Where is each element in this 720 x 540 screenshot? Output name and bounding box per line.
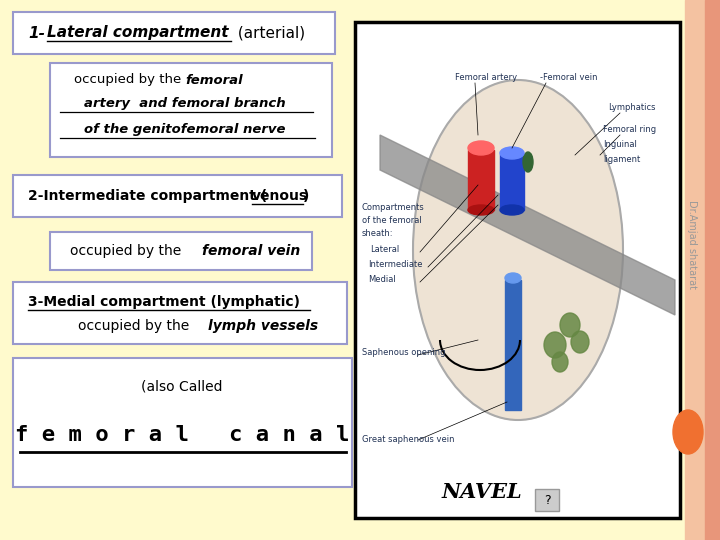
Text: 3-Medial compartment (lymphatic): 3-Medial compartment (lymphatic): [28, 295, 300, 309]
Text: occupied by the: occupied by the: [78, 319, 194, 333]
Ellipse shape: [560, 313, 580, 337]
Text: Lymphatics: Lymphatics: [608, 103, 655, 112]
Ellipse shape: [552, 352, 568, 372]
Text: Saphenous opening: Saphenous opening: [362, 348, 446, 357]
Text: artery  and femoral branch: artery and femoral branch: [84, 98, 286, 111]
Ellipse shape: [544, 332, 566, 358]
Text: Intermediate: Intermediate: [368, 260, 423, 269]
FancyBboxPatch shape: [50, 232, 312, 270]
Ellipse shape: [571, 331, 589, 353]
Text: f e m o r a l   c a n a l: f e m o r a l c a n a l: [15, 425, 349, 445]
Bar: [505, 280, 521, 410]
Text: occupied by the: occupied by the: [70, 244, 186, 258]
Text: NAVEL: NAVEL: [441, 482, 522, 502]
Text: of the femoral: of the femoral: [362, 216, 422, 225]
Text: femoral: femoral: [185, 73, 243, 86]
Ellipse shape: [505, 273, 521, 283]
Text: lymph vessels: lymph vessels: [208, 319, 318, 333]
Text: Inguinal: Inguinal: [603, 140, 637, 149]
Text: femoral vein: femoral vein: [202, 244, 300, 258]
FancyBboxPatch shape: [50, 63, 332, 157]
FancyBboxPatch shape: [535, 489, 559, 511]
Text: ?: ?: [544, 494, 550, 507]
Text: (also Called: (also Called: [141, 380, 222, 394]
FancyBboxPatch shape: [13, 358, 352, 487]
Ellipse shape: [500, 147, 524, 159]
Ellipse shape: [468, 205, 494, 215]
Bar: [500, 154, 524, 210]
Text: sheath:: sheath:: [362, 229, 394, 238]
Bar: [685, 0, 705, 540]
Ellipse shape: [468, 141, 494, 155]
Bar: [705, 0, 720, 540]
Bar: [468, 150, 494, 210]
Text: ): ): [303, 189, 310, 203]
Ellipse shape: [523, 152, 533, 172]
Text: Lateral compartment: Lateral compartment: [47, 25, 228, 40]
FancyBboxPatch shape: [13, 175, 342, 217]
Ellipse shape: [500, 205, 524, 215]
FancyBboxPatch shape: [13, 12, 335, 54]
Text: occupied by the: occupied by the: [73, 73, 185, 86]
Ellipse shape: [413, 80, 623, 420]
Text: Medial: Medial: [368, 275, 396, 284]
Text: Lateral: Lateral: [370, 245, 400, 254]
Ellipse shape: [673, 410, 703, 454]
Text: 1-: 1-: [28, 25, 45, 40]
Text: Femoral ring: Femoral ring: [603, 125, 656, 134]
Text: venous: venous: [252, 189, 308, 203]
Polygon shape: [380, 135, 675, 315]
FancyBboxPatch shape: [13, 282, 347, 344]
Text: ligament: ligament: [603, 155, 640, 164]
Text: 2-Intermediate compartment (: 2-Intermediate compartment (: [28, 189, 267, 203]
Text: (arterial): (arterial): [233, 25, 305, 40]
Text: Compartments: Compartments: [362, 203, 425, 212]
Bar: [355, 22, 680, 518]
Text: Dr.Amjad shatarat: Dr.Amjad shatarat: [687, 200, 697, 289]
Text: Great saphenous vein: Great saphenous vein: [362, 435, 454, 444]
Text: Femoral artery: Femoral artery: [455, 73, 517, 82]
Text: -Femoral vein: -Femoral vein: [540, 73, 598, 82]
Text: of the genitofemoral nerve: of the genitofemoral nerve: [84, 124, 286, 137]
